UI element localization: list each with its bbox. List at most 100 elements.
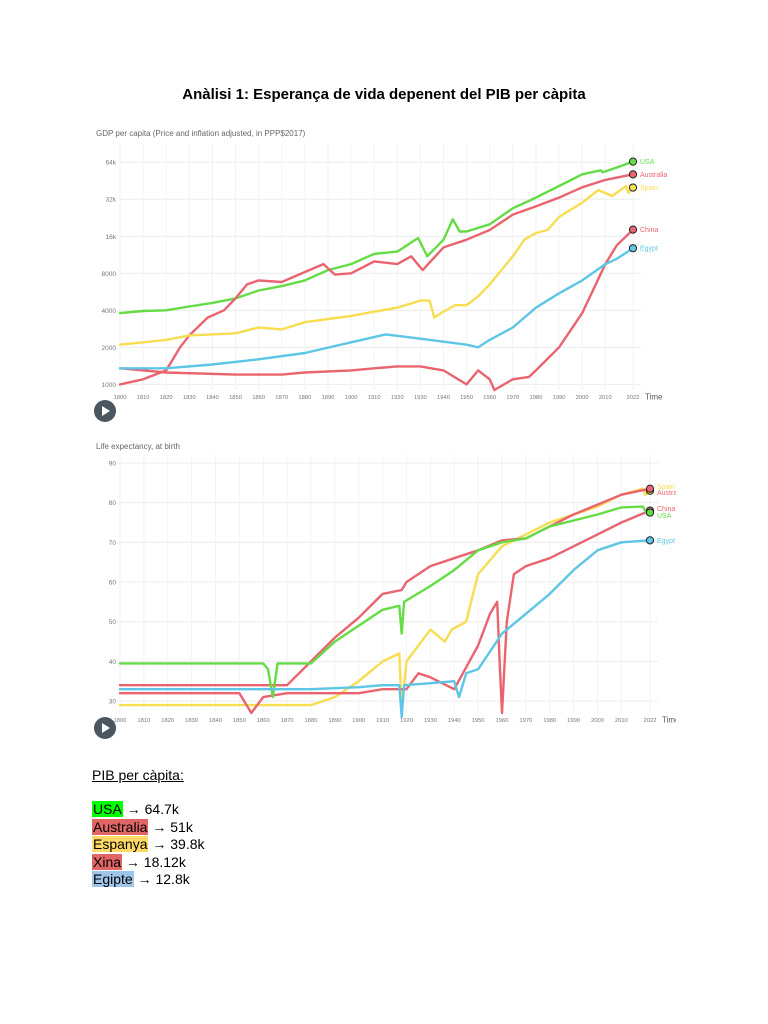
- x-tick-label: 2022: [627, 395, 640, 401]
- y-tick-label: 32k: [106, 197, 117, 204]
- x-tick-label: 1980: [543, 718, 556, 724]
- series-end-marker: [628, 183, 638, 192]
- gdp-summary: PIB per càpita: USA → 64.7k Australia → 5…: [92, 767, 205, 888]
- x-tick-label: 2010: [599, 395, 612, 401]
- series-end-marker: [628, 157, 638, 166]
- legend-label-china: China: [657, 506, 675, 513]
- x-tick-label: 1890: [328, 718, 341, 724]
- y-tick-label: 4000: [102, 308, 117, 315]
- x-tick-label: 1990: [553, 395, 566, 401]
- x-tick-label: 1960: [496, 718, 509, 724]
- series-line-usa: [118, 160, 635, 315]
- series-end-marker: [628, 170, 638, 179]
- y-tick-label: 8000: [102, 271, 117, 278]
- summary-row: Egipte → 12.8k: [92, 871, 205, 888]
- x-tick-label: 1820: [160, 395, 173, 401]
- summary-row: Xina → 18.12k: [92, 853, 205, 871]
- x-tick-label: 1830: [183, 395, 196, 401]
- x-tick-label: 1830: [185, 718, 198, 724]
- x-tick-label: 1800: [114, 718, 127, 724]
- series-line-spain: [118, 184, 635, 346]
- x-tick-label: 1800: [114, 395, 127, 401]
- series-line-egypt: [118, 539, 652, 719]
- gdp-chart: GDP per capita (Price and inflation adju…: [92, 124, 676, 422]
- legend-label-usa: USA: [640, 159, 655, 166]
- x-tick-label: 2022: [644, 718, 657, 724]
- x-tick-label: 1880: [298, 395, 311, 401]
- y-tick-label: 2000: [102, 345, 117, 352]
- play-icon[interactable]: [94, 400, 116, 422]
- x-tick-label: 1860: [257, 718, 270, 724]
- series-line-china: [118, 509, 652, 715]
- legend-label-usa: USA: [657, 513, 672, 520]
- series-line-usa: [118, 505, 652, 699]
- y-tick-label: 1000: [102, 382, 117, 389]
- gdp-value: → 64.7k: [122, 801, 179, 818]
- legend-label-egypt: Egypt: [640, 246, 658, 253]
- gdp-chart-svg: GDP per capita (Price and inflation adju…: [96, 129, 667, 402]
- x-tick-label: 1850: [233, 718, 246, 724]
- country-highlight: Xina: [92, 853, 123, 870]
- x-tick-label: 1970: [506, 395, 519, 401]
- series-line-china: [118, 228, 635, 392]
- gdp-value: → 18.12k: [122, 853, 186, 870]
- gdp-value: → 51k: [148, 818, 193, 835]
- summary-row: Australia → 51k: [92, 818, 205, 836]
- x-tick-label: 2000: [591, 718, 604, 724]
- summary-heading: PIB per càpita:: [92, 767, 184, 783]
- legend-label-spain: Spain: [657, 484, 675, 491]
- x-tick-label: 1910: [376, 718, 389, 724]
- legend-label-australia: Australia: [657, 490, 676, 497]
- summary-list: USA → 64.7k Australia → 51k Espanya → 39.8…: [92, 801, 205, 888]
- x-axis-label: Time: [645, 393, 663, 402]
- legend-label-china: China: [640, 227, 658, 234]
- y-tick-label: 30: [109, 699, 117, 706]
- x-tick-label: 1930: [424, 718, 437, 724]
- life-expectancy-chart-svg: Life expectancy, at birth 30 40 50 60 70 80 90 1…: [96, 442, 676, 725]
- country-highlight: Australia: [92, 818, 149, 835]
- series-line-egypt: [118, 247, 635, 370]
- x-tick-label: 1940: [437, 395, 450, 401]
- x-tick-label: 1930: [414, 395, 427, 401]
- legend-label-australia: Australia: [640, 172, 667, 179]
- series-line-australia: [118, 487, 652, 687]
- life-expectancy-chart: Life expectancy, at birth 30 40 50 60 70 80 90 1…: [92, 437, 676, 739]
- x-tick-label: 1920: [391, 395, 404, 401]
- legend-label-egypt: Egypt: [657, 538, 675, 545]
- x-tick-label: 1840: [209, 718, 222, 724]
- x-tick-label: 2010: [615, 718, 628, 724]
- x-tick-label: 1850: [229, 395, 242, 401]
- chart-title: Life expectancy, at birth: [96, 442, 180, 451]
- gdp-value: → 39.8k: [148, 836, 205, 853]
- country-highlight: USA: [92, 801, 123, 818]
- document-title: Anàlisi 1: Esperança de vida depenent de…: [182, 86, 586, 103]
- country-highlight: Espanya: [92, 836, 149, 853]
- x-tick-label: 1860: [252, 395, 265, 401]
- x-tick-label: 1970: [519, 718, 532, 724]
- y-tick-label: 70: [109, 540, 117, 547]
- summary-row: Espanya → 39.8k: [92, 836, 205, 853]
- x-tick-label: 1840: [206, 395, 219, 401]
- x-tick-label: 1940: [448, 718, 461, 724]
- x-tick-label: 1960: [483, 395, 496, 401]
- country-highlight: Egipte: [92, 871, 134, 888]
- legend-label-spain: Spain: [640, 185, 658, 192]
- x-tick-label: 1950: [472, 718, 485, 724]
- x-tick-label: 1810: [137, 395, 150, 401]
- x-tick-label: 1810: [137, 718, 150, 724]
- x-axis-label: Time: [662, 716, 676, 725]
- y-tick-label: 60: [109, 580, 117, 587]
- x-tick-label: 1950: [460, 395, 473, 401]
- x-tick-label: 1870: [275, 395, 288, 401]
- play-icon[interactable]: [94, 717, 116, 739]
- x-tick-label: 1880: [305, 718, 318, 724]
- x-tick-label: 2000: [576, 395, 589, 401]
- x-tick-label: 1980: [529, 395, 542, 401]
- x-tick-label: 1900: [345, 395, 358, 401]
- series-end-marker: [645, 536, 655, 545]
- x-tick-label: 1870: [281, 718, 294, 724]
- y-tick-label: 50: [109, 619, 117, 626]
- chart-title: GDP per capita (Price and inflation adju…: [96, 129, 306, 138]
- x-tick-label: 1990: [567, 718, 580, 724]
- x-tick-label: 1890: [322, 395, 335, 401]
